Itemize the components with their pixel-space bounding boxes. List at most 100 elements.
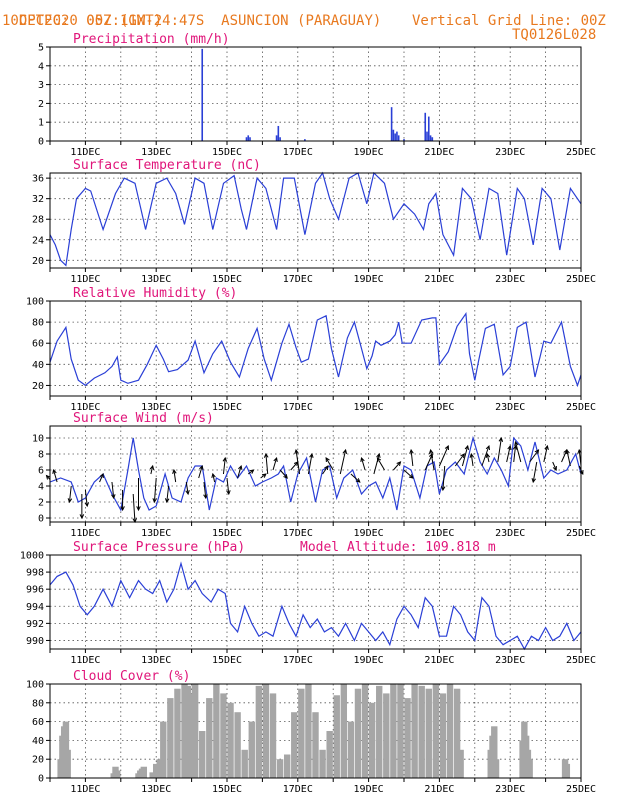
- cloud-bar: [199, 731, 206, 778]
- wind-arrowhead: [238, 464, 243, 470]
- wind-arrow: [481, 445, 490, 467]
- precipitation-ytick-label: 1: [38, 118, 44, 129]
- wind-arrowhead: [222, 456, 228, 462]
- cloud-bar: [326, 731, 333, 778]
- wind-arrowhead: [355, 478, 361, 483]
- cloud-bar: [149, 772, 156, 778]
- wind-xtick-label: 21DEC: [424, 528, 454, 539]
- wind-arrowhead: [45, 474, 51, 480]
- cloud-bar: [333, 695, 340, 778]
- wind-arrow: [442, 465, 446, 491]
- precip-bar: [424, 112, 427, 141]
- temperature-ytick-label: 28: [32, 215, 44, 226]
- humidity-line: [49, 312, 582, 388]
- cloud-cover-title: Cloud Cover (%): [73, 669, 190, 684]
- wind-arrowhead: [211, 472, 216, 479]
- header-grid-note: Vertical Grid Line: 00Z: [412, 13, 606, 29]
- wind-arrowhead: [498, 436, 504, 442]
- precipitation-ytick-label: 3: [38, 80, 44, 91]
- cloud-bar: [248, 721, 255, 778]
- wind-arrowhead: [99, 472, 104, 479]
- wind-arrowhead: [203, 494, 208, 500]
- wind-arrowhead: [199, 464, 204, 471]
- wind-arrowhead: [360, 456, 365, 462]
- cloud-bar: [114, 770, 121, 778]
- wind-arrow: [226, 477, 230, 495]
- temperature-ytick-label: 24: [32, 235, 44, 246]
- wind-arrow: [515, 441, 522, 463]
- wind-arrow: [111, 481, 115, 499]
- temperature-xtick-label: 25DEC: [566, 274, 596, 285]
- precip-bar: [394, 133, 396, 141]
- precip-bar: [279, 137, 281, 141]
- cloud-bar: [206, 698, 213, 778]
- precip-bar: [429, 135, 432, 141]
- wind-arrowhead: [460, 453, 465, 458]
- precipitation-xtick-label: 19DEC: [354, 147, 384, 158]
- wind-arrow: [424, 453, 433, 471]
- wind-arrow: [198, 465, 203, 479]
- cloud-bar: [563, 763, 571, 778]
- wind-arrowhead: [534, 449, 540, 454]
- wind-xtick-label: 25DEC: [566, 528, 596, 539]
- cloud-cover-ytick-label: 60: [32, 717, 44, 728]
- humidity-ytick-label: 60: [32, 339, 44, 350]
- wind-arrow: [53, 469, 58, 483]
- wind-arrow: [279, 469, 288, 479]
- humidity-xtick-label: 13DEC: [141, 402, 171, 413]
- wind-frame: [49, 425, 582, 523]
- cloud-bar: [174, 688, 181, 778]
- cloud-bar: [213, 684, 220, 778]
- temperature-title: Surface Temperature (nC): [73, 158, 261, 173]
- wind-arrowhead: [52, 468, 57, 474]
- wind-arrowhead: [84, 502, 90, 508]
- precipitation-ytick-label: 2: [38, 99, 44, 110]
- humidity-xtick-label: 23DEC: [495, 402, 525, 413]
- wind-arrowhead: [120, 506, 125, 512]
- cloud-cover-xtick-label: 25DEC: [566, 784, 596, 795]
- pressure-xtick-label: 23DEC: [495, 655, 525, 666]
- wind-arrowhead: [185, 490, 190, 496]
- cloud-bar: [269, 693, 277, 778]
- wind-arrow: [430, 449, 435, 471]
- cloud-bar: [411, 684, 418, 778]
- wind-arrowhead: [544, 444, 549, 451]
- cloud-bar: [432, 684, 440, 778]
- temperature-xtick-label: 21DEC: [424, 274, 454, 285]
- wind-ytick-label: 8: [38, 450, 44, 461]
- wind-arrow: [438, 445, 449, 467]
- wind-arrowhead: [309, 452, 314, 458]
- wind-arrow: [461, 445, 469, 467]
- cloud-cover-panel: 0 20 40 60 80 100 11DEC 13DEC 15DEC 17DEC 19DEC 21D…: [26, 669, 596, 795]
- cloud-bar: [453, 688, 461, 778]
- humidity-xtick-label: 11DEC: [70, 402, 100, 413]
- precip-bar: [403, 139, 405, 141]
- wind-arrow: [513, 445, 517, 463]
- temperature-xtick-label: 19DEC: [354, 274, 384, 285]
- temperature-xtick-label: 23DEC: [495, 274, 525, 285]
- wind-arrow: [350, 473, 361, 483]
- cloud-cover-ytick-label: 20: [32, 755, 44, 766]
- pressure-annotation: Model Altitude: 109.818 m: [300, 540, 496, 555]
- pressure-ytick-label: 994: [26, 602, 44, 613]
- wind-arrowhead: [294, 448, 299, 454]
- wind-arrowhead: [149, 464, 155, 471]
- wind-arrow: [185, 481, 189, 495]
- pressure-xtick-label: 17DEC: [283, 655, 313, 666]
- humidity-xtick-label: 19DEC: [354, 402, 384, 413]
- wind-arrowhead: [249, 469, 255, 474]
- wind-arrow: [150, 465, 154, 475]
- precipitation-xtick-label: 23DEC: [495, 147, 525, 158]
- precip-bar: [396, 131, 398, 141]
- pressure-ytick-label: 996: [26, 585, 44, 596]
- wind-arrow: [153, 477, 157, 503]
- cloud-cover-xtick-label: 21DEC: [424, 784, 454, 795]
- wind-ytick-label: 6: [38, 466, 44, 477]
- wind-arrow: [497, 437, 502, 463]
- pressure-xtick-label: 25DEC: [566, 655, 596, 666]
- wind-arrowhead: [79, 514, 85, 520]
- wind-arrow: [132, 493, 136, 523]
- wind-arrow: [68, 485, 72, 503]
- wind-arrow: [454, 453, 465, 467]
- wind-arrow: [222, 457, 226, 475]
